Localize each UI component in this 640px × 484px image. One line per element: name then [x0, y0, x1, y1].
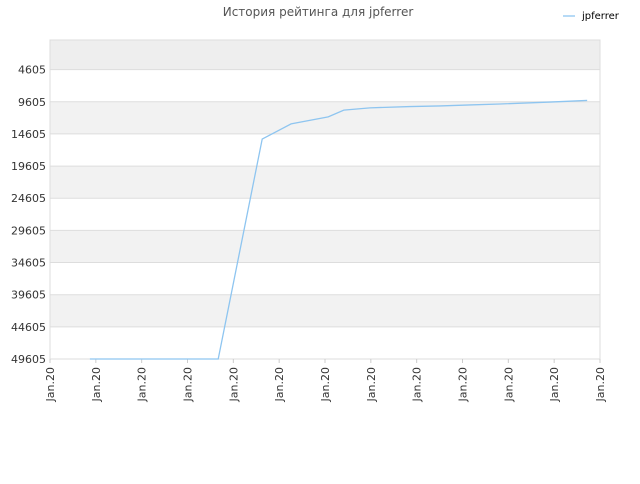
y-tick-label: 29605: [11, 224, 46, 237]
x-tick-label: Jan.20: [319, 367, 332, 402]
grid-band: [50, 166, 600, 199]
y-tick-label: 9605: [18, 96, 46, 109]
grid-band: [50, 40, 600, 70]
legend-label: jpferrer: [581, 11, 620, 22]
x-tick-label: Jan.20: [273, 367, 286, 402]
y-tick-label: 34605: [11, 257, 46, 270]
x-tick-label: Jan.20: [411, 367, 424, 402]
x-tick-label: Jan.20: [90, 367, 103, 402]
x-tick-label: Jan.20: [594, 367, 607, 402]
x-tick-label: Jan.20: [136, 367, 149, 402]
y-tick-label: 49605: [11, 353, 46, 366]
x-tick-label: Jan.20: [365, 367, 378, 402]
x-tick-label: Jan.20: [457, 367, 470, 402]
y-tick-label: 14605: [11, 128, 46, 141]
x-tick-label: Jan.20: [227, 367, 240, 402]
x-tick-label: Jan.20: [502, 367, 515, 402]
x-tick-label: Jan.20: [548, 367, 561, 402]
grid-band: [50, 230, 600, 263]
y-tick-label: 19605: [11, 160, 46, 173]
y-tick-label: 39605: [11, 289, 46, 302]
y-tick-label: 4605: [18, 64, 46, 77]
grid-band: [50, 294, 600, 327]
x-tick-label: Jan.20: [44, 367, 57, 402]
y-tick-label: 44605: [11, 321, 46, 334]
y-tick-label: 24605: [11, 192, 46, 205]
x-tick-label: Jan.20: [182, 367, 195, 402]
line: [89, 99, 588, 360]
chart-title: История рейтинга для jpferrer: [223, 5, 414, 19]
